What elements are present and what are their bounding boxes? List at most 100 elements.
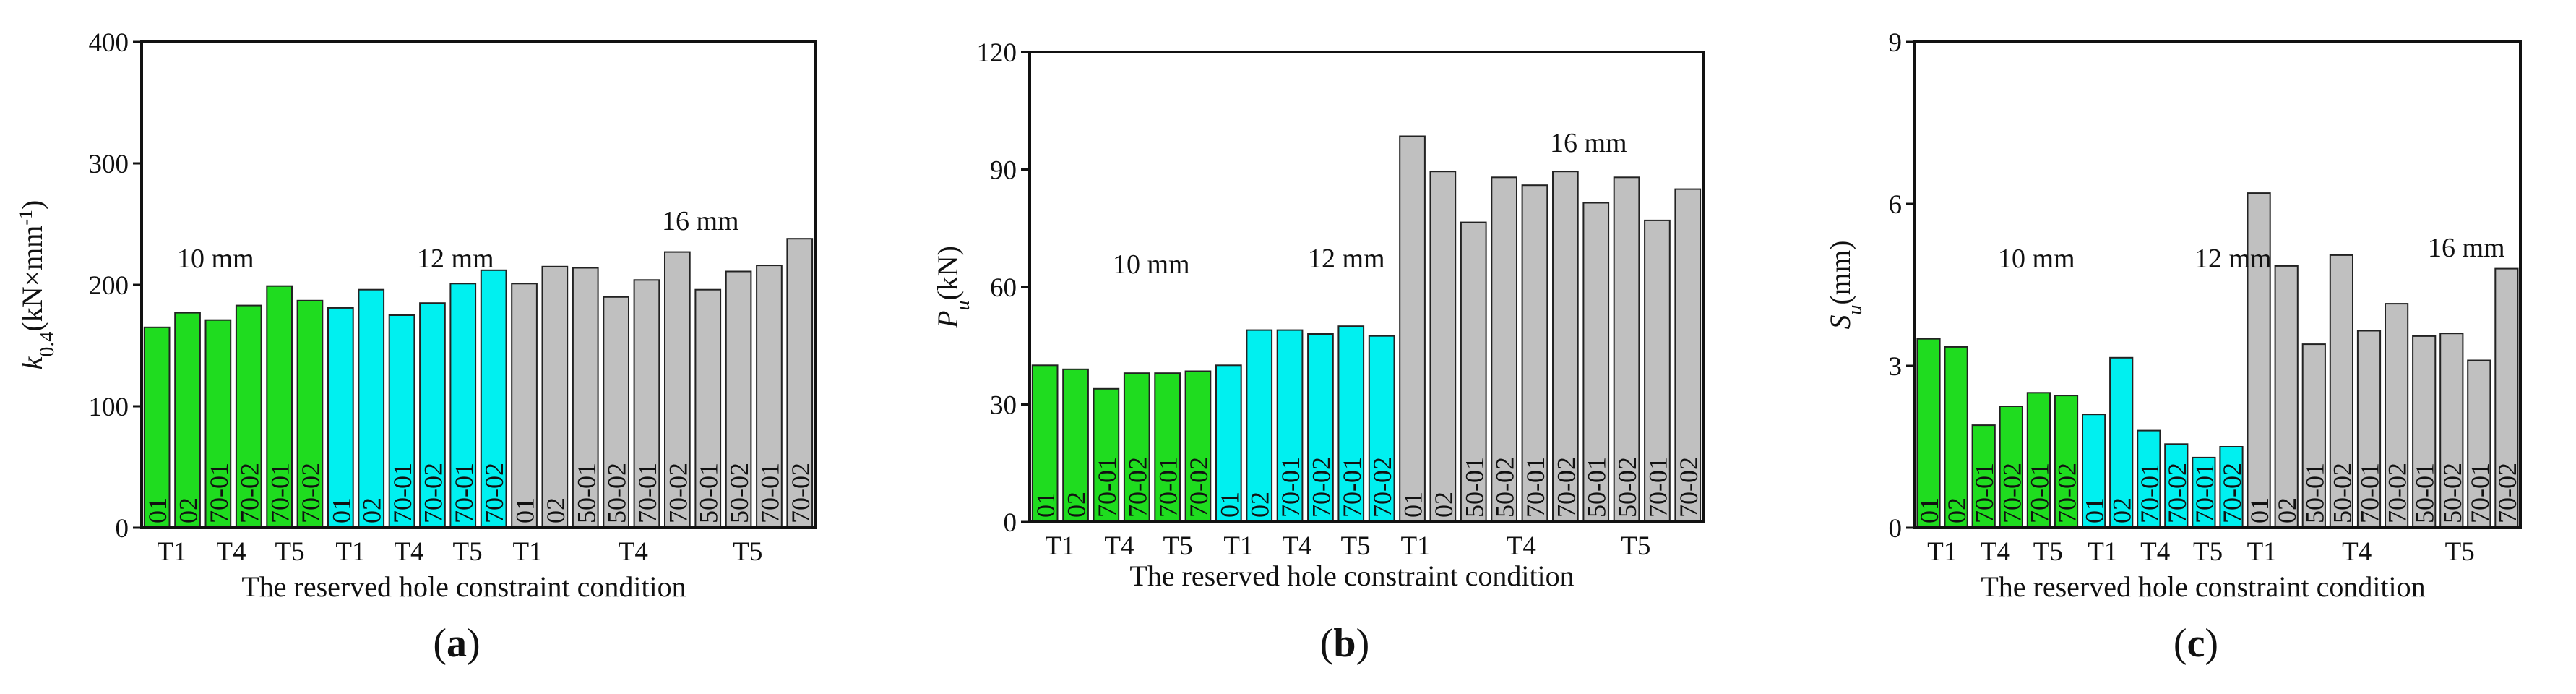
bar-8	[1246, 329, 1273, 523]
panel-label-open: (	[1320, 621, 1334, 666]
y-tick-label: 0	[116, 514, 129, 544]
y-tick-label: 400	[89, 28, 129, 58]
group-label-10mm: 10 mm	[1113, 249, 1190, 280]
y-title-unit: (mm)	[1824, 241, 1856, 305]
bar-category-label: 02	[541, 497, 570, 523]
bar-category-label: 01	[1215, 492, 1244, 518]
bar-category-label: 70-02	[2053, 463, 2082, 523]
x-tick-label: T1	[1223, 531, 1253, 561]
bar-9	[1276, 329, 1304, 523]
bar-15	[572, 267, 599, 528]
bar-category-label: 70-01	[2190, 463, 2219, 523]
y-tick-label: 90	[990, 156, 1017, 186]
bar-22	[2494, 267, 2519, 528]
bar-category-label: 70-01	[449, 463, 478, 523]
bar-category-label: 70-01	[756, 463, 785, 523]
bar-category-label: 50-02	[603, 463, 632, 523]
bar-1	[143, 326, 171, 528]
bar-12	[2219, 446, 2244, 528]
bar-11	[449, 283, 477, 528]
bar-category-label: 70-02	[296, 463, 325, 523]
bar-category-label: 70-01	[2356, 463, 2385, 523]
group-label-16mm: 16 mm	[1550, 128, 1627, 158]
bar-18	[1552, 171, 1579, 523]
chart-panel-a: 01 02 70-01 70-02 70-01 70-02 01 02 70-01 70-02 70…	[15, 28, 817, 666]
x-tick-label: T1	[2088, 537, 2117, 567]
bar-20	[1613, 176, 1640, 523]
bar-7	[327, 307, 354, 528]
bar-21	[2467, 359, 2491, 528]
y-tick-label: 0	[1889, 514, 1903, 544]
bar-category-label: 70-02	[419, 463, 448, 523]
bar-21	[1644, 219, 1671, 523]
x-tick-label: T5	[453, 537, 483, 567]
bar-13	[2247, 192, 2271, 528]
bar-category-label: 70-02	[235, 463, 264, 523]
bar-category-label: 02	[1429, 492, 1458, 518]
bar-category-label: 70-02	[480, 463, 509, 523]
bar-6	[1184, 370, 1212, 523]
x-tick-label: T5	[1621, 531, 1650, 561]
bar-category-label: 50-02	[725, 463, 754, 523]
bar-7	[2082, 414, 2106, 529]
y-title-superscript: -1	[15, 210, 36, 226]
bar-22	[786, 238, 814, 528]
bar-category-label: 70-02	[1307, 457, 1336, 518]
bar-category-label: 01	[1399, 492, 1428, 518]
x-tick-label: T5	[2445, 537, 2475, 567]
bar-category-label: 70-02	[1551, 457, 1580, 518]
bar-category-label: 02	[2108, 497, 2137, 523]
bar-19	[2412, 335, 2437, 528]
x-tick-label: T4	[2140, 537, 2170, 567]
bar-category-label: 01	[143, 497, 172, 523]
y-title-subscript: 0.4	[36, 332, 59, 357]
bar-category-label: 50-01	[572, 463, 600, 523]
bar-9	[2137, 429, 2161, 528]
panel-label-open: (	[433, 621, 447, 666]
bar-category-label: 70-02	[1184, 457, 1213, 518]
y-tick-label: 200	[89, 271, 129, 301]
panel-label-letter: c	[2187, 621, 2205, 666]
y-tick-label: 6	[1889, 190, 1903, 220]
bar-category-label: 01	[1031, 492, 1060, 518]
bar-category-label: 50-02	[1491, 457, 1520, 518]
bar-12	[1368, 335, 1395, 523]
x-tick-label: T1	[1927, 537, 1957, 567]
x-tick-label: T4	[619, 537, 648, 567]
bar-category-label: 50-01	[1460, 457, 1489, 518]
x-tick-label: T5	[733, 537, 762, 567]
y-tick-label: 300	[89, 150, 129, 179]
bar-3	[204, 319, 232, 528]
x-tick-label: T5	[2193, 537, 2223, 567]
x-tick-label: T4	[1507, 531, 1536, 561]
chart-panel-b: 01 02 70-01 70-02 70-01 70-02 01 02 70-01 70-02 70…	[931, 38, 1705, 666]
group-label-12mm: 12 mm	[417, 244, 494, 274]
bar-category-label: 70-01	[1093, 457, 1121, 518]
y-tick-label: 0	[1004, 508, 1017, 538]
panel-label-close: )	[1356, 621, 1370, 666]
x-tick-label: T4	[1104, 531, 1134, 561]
bar-19	[1582, 202, 1610, 523]
bar-category-label: 50-01	[2300, 463, 2329, 523]
y-title-symbol: k	[16, 356, 48, 369]
bar-category-label: 50-02	[2327, 463, 2356, 523]
bar-category-label: 50-01	[694, 463, 723, 523]
bar-category-label: 01	[327, 497, 356, 523]
panel-label: (a)	[433, 621, 480, 666]
bar-category-label: 70-01	[633, 463, 662, 523]
x-tick-label: T5	[2033, 537, 2063, 567]
y-tick-label: 30	[990, 391, 1017, 421]
x-tick-label: T1	[157, 537, 186, 567]
bar-category-label: 02	[358, 497, 387, 523]
bar-3	[1093, 387, 1120, 523]
bar-11	[1337, 325, 1365, 523]
bar-category-label: 70-01	[2025, 463, 2054, 523]
x-tick-label: T4	[216, 537, 246, 567]
bar-category-label: 50-02	[2438, 463, 2467, 523]
x-axis-title: The reserved hole constraint condition	[1981, 570, 2425, 603]
group-label-12mm: 12 mm	[2194, 244, 2272, 274]
x-tick-label: T5	[1163, 531, 1192, 561]
x-tick-label: T4	[1981, 537, 2010, 567]
bar-category-label: 70-01	[2465, 463, 2494, 523]
